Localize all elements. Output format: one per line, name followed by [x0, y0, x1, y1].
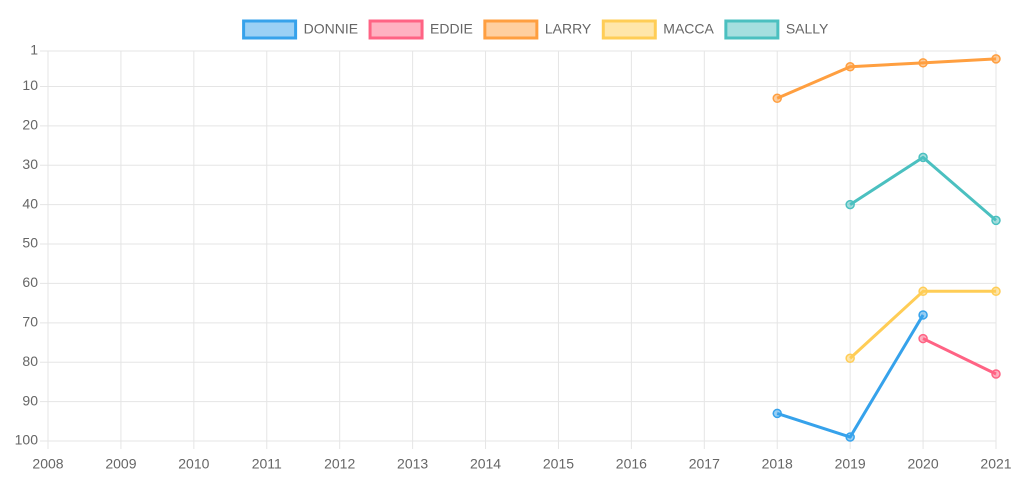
- data-point: [918, 286, 928, 297]
- x-tick-label: 2009: [105, 456, 136, 472]
- data-point: [991, 54, 1001, 64]
- y-tick-label: 60: [22, 274, 38, 290]
- y-tick-label: 10: [22, 77, 38, 93]
- x-tick-label: 2017: [689, 456, 720, 472]
- series-line: [776, 57, 997, 100]
- legend-label: EDDIE: [430, 21, 473, 37]
- y-tick-label: 1: [30, 42, 38, 58]
- data-point: [918, 58, 928, 68]
- data-point: [845, 353, 855, 364]
- y-tick-label: 80: [22, 353, 38, 369]
- x-tick-label: 2019: [835, 456, 866, 472]
- y-tick-label: 90: [22, 392, 38, 408]
- x-tick-label: 2010: [178, 456, 209, 472]
- data-point: [918, 152, 928, 163]
- data-point: [845, 432, 855, 442]
- legend-label: DONNIE: [304, 21, 358, 37]
- data-point: [991, 369, 1001, 379]
- data-point: [991, 286, 1001, 297]
- legend: DONNIE EDDIE LARRY MACCA SALLY: [242, 19, 829, 40]
- legend-label: MACCA: [663, 21, 714, 37]
- data-point: [918, 333, 928, 344]
- y-tick-label: 70: [22, 314, 38, 330]
- x-tick-label: 2012: [324, 456, 355, 472]
- x-tick-label: 2008: [32, 456, 63, 472]
- legend-label: LARRY: [545, 21, 592, 37]
- data-point: [772, 408, 782, 419]
- legend-swatch: [724, 19, 780, 40]
- x-tick-label: 2020: [907, 456, 938, 472]
- x-tick-label: 2011: [252, 456, 282, 472]
- y-tick-label: 100: [15, 432, 39, 448]
- data-point: [772, 93, 782, 104]
- x-tick-label: 2018: [762, 456, 793, 472]
- x-tick-label: 2013: [397, 456, 428, 472]
- x-tick-label: 2014: [470, 456, 501, 472]
- y-tick-label: 30: [22, 156, 38, 172]
- series-line: [922, 337, 997, 376]
- y-tick-label: 50: [22, 235, 38, 251]
- legend-swatch: [601, 19, 657, 40]
- x-tick-label: 2015: [543, 456, 574, 472]
- y-tick-label: 40: [22, 195, 38, 211]
- data-point: [845, 62, 855, 72]
- legend-swatch: [242, 19, 298, 40]
- y-tick-label: 20: [22, 117, 38, 133]
- legend-swatch: [368, 19, 424, 40]
- legend-swatch: [483, 19, 539, 40]
- legend-label: SALLY: [786, 21, 829, 37]
- data-point: [918, 310, 928, 320]
- data-point: [991, 215, 1001, 226]
- x-tick-label: 2016: [616, 456, 647, 472]
- x-tick-label: 2021: [980, 456, 1011, 472]
- data-point: [845, 199, 855, 210]
